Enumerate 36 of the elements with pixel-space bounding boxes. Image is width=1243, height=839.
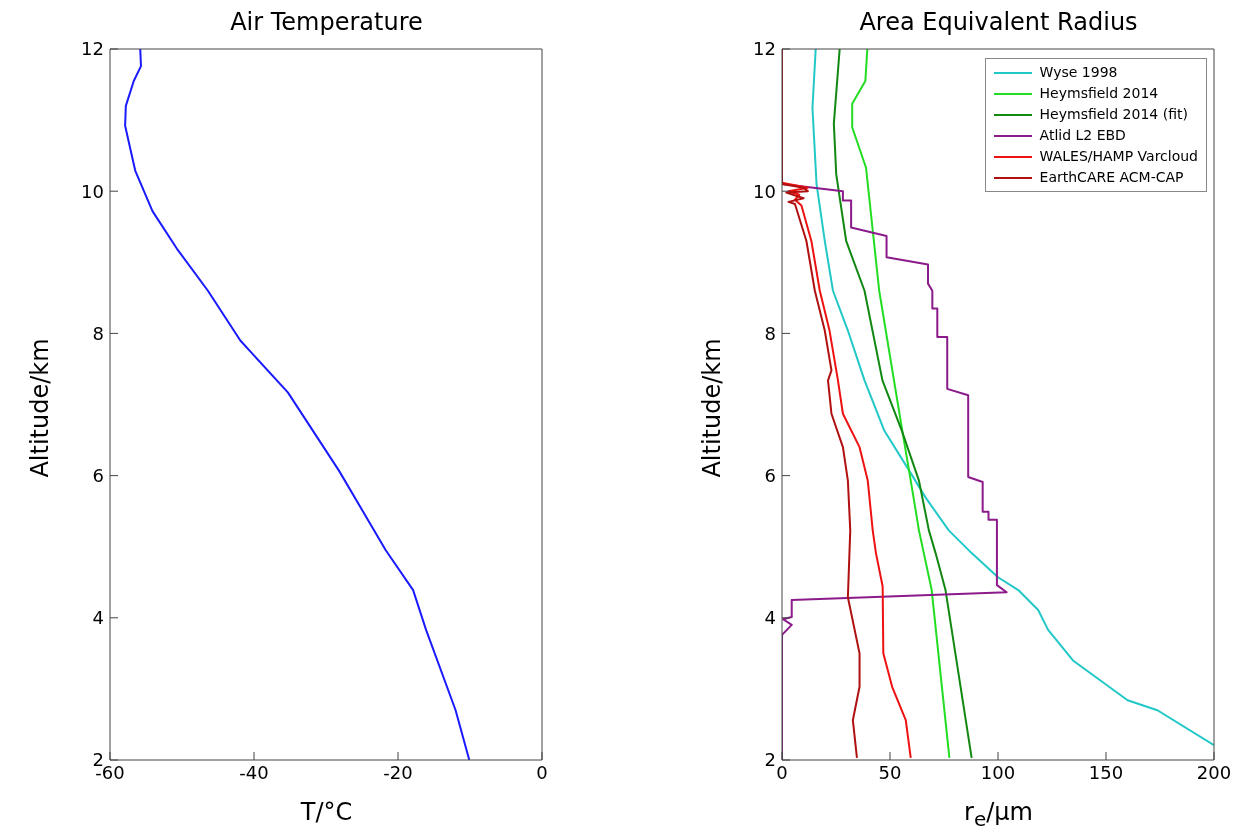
y-tick-label: 10 <box>81 180 104 202</box>
x-tick-label: -20 <box>383 761 413 783</box>
y-tick-label: 4 <box>92 607 104 629</box>
x-tick-label: 50 <box>878 761 902 783</box>
line-series <box>782 181 912 759</box>
line-series <box>124 49 471 760</box>
y-tick-label: 8 <box>92 322 104 344</box>
x-tick-label: -40 <box>239 761 269 783</box>
legend-label: Wyse 1998 <box>1039 63 1118 82</box>
x-axis-title: r$_{e}$/μm <box>963 798 1034 831</box>
x-tick-label: 0 <box>536 761 548 783</box>
y-axis-title: Altitude/km <box>26 338 54 478</box>
y-tick-label: 12 <box>81 38 104 60</box>
x-tick-label: 0 <box>776 761 788 783</box>
chart-title: Area Equivalent Radius <box>858 8 1139 36</box>
y-tick-label: 6 <box>92 464 104 486</box>
line-series <box>811 49 1214 747</box>
legend-label: WALES/HAMP Varcloud <box>1039 147 1198 166</box>
y-tick-label: 4 <box>764 607 776 629</box>
y-axis-title: Altitude/km <box>698 338 726 478</box>
y-tick-label: 10 <box>753 180 776 202</box>
x-axis-title: T/°C <box>299 798 354 826</box>
line-series <box>832 49 973 759</box>
y-tick-label: 12 <box>753 38 776 60</box>
y-tick-label: 6 <box>764 464 776 486</box>
legend-label: Atlid L2 EBD <box>1039 126 1126 145</box>
y-tick-label: 2 <box>764 749 776 771</box>
y-tick-label: 8 <box>764 322 776 344</box>
legend-label: EarthCARE ACM-CAP <box>1039 168 1184 187</box>
x-tick-label: 200 <box>1196 761 1232 783</box>
legend-label: Heymsfield 2014 <box>1039 84 1159 103</box>
legend-label: Heymsfield 2014 (fit) <box>1039 105 1188 124</box>
x-tick-label: 100 <box>980 761 1016 783</box>
x-tick-label: 150 <box>1088 761 1124 783</box>
chart-title: Air Temperature <box>229 8 424 36</box>
line-series <box>851 49 951 759</box>
